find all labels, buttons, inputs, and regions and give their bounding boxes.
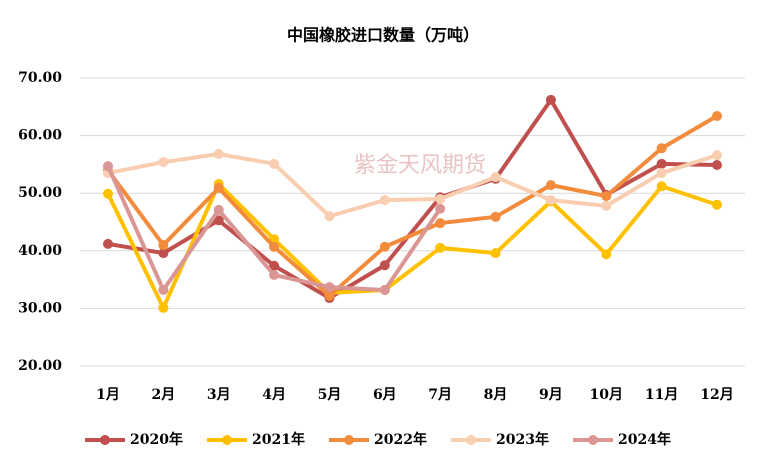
point bbox=[601, 200, 612, 211]
point bbox=[158, 284, 169, 295]
y-tick-label: 60.00 bbox=[18, 128, 62, 144]
point bbox=[213, 204, 224, 215]
watermark: 紫金天风期货 bbox=[354, 153, 486, 178]
point bbox=[103, 161, 113, 172]
point bbox=[656, 168, 667, 179]
point bbox=[379, 260, 390, 271]
legend-marker bbox=[100, 435, 110, 445]
point bbox=[158, 240, 169, 251]
point bbox=[324, 282, 335, 293]
point bbox=[213, 215, 224, 226]
y-tick-label: 50.00 bbox=[18, 185, 62, 201]
legend-label: 2022年 bbox=[374, 431, 427, 448]
legend-marker bbox=[466, 435, 476, 445]
x-tick-label: 4月 bbox=[262, 387, 286, 403]
point bbox=[601, 191, 612, 202]
y-tick-label: 30.00 bbox=[18, 300, 62, 316]
point bbox=[435, 193, 446, 204]
x-tick-label: 12月 bbox=[700, 387, 733, 403]
legend-label: 2021年 bbox=[252, 431, 305, 448]
point bbox=[269, 269, 280, 280]
point bbox=[656, 181, 667, 192]
point bbox=[103, 188, 113, 199]
x-tick-label: 9月 bbox=[539, 387, 563, 403]
point bbox=[158, 157, 169, 168]
point bbox=[324, 211, 335, 222]
series-line bbox=[106, 181, 718, 310]
x-tick-label: 6月 bbox=[373, 387, 397, 403]
x-tick-label: 10月 bbox=[590, 387, 623, 403]
x-tick-label: 3月 bbox=[207, 387, 231, 403]
point bbox=[103, 238, 113, 249]
legend-label: 2023年 bbox=[496, 431, 549, 448]
point bbox=[324, 290, 335, 301]
chart-title: 中国橡胶进口数量（万吨） bbox=[287, 26, 479, 45]
point bbox=[712, 111, 722, 122]
legend-marker bbox=[588, 435, 598, 445]
series-line bbox=[106, 114, 719, 298]
x-tick-label: 7月 bbox=[428, 387, 452, 403]
point bbox=[158, 302, 169, 313]
point bbox=[712, 199, 722, 210]
point bbox=[490, 172, 501, 183]
point bbox=[269, 158, 280, 169]
point bbox=[435, 218, 446, 229]
point bbox=[712, 159, 722, 170]
point bbox=[545, 195, 556, 206]
legend-label: 2024年 bbox=[618, 431, 671, 448]
series-line bbox=[107, 152, 718, 219]
legend-label: 2020年 bbox=[130, 431, 183, 448]
y-tick-label: 20.00 bbox=[18, 358, 62, 374]
point bbox=[712, 150, 722, 161]
y-tick-label: 40.00 bbox=[18, 243, 62, 259]
point bbox=[213, 149, 224, 160]
point bbox=[158, 248, 169, 259]
legend-marker bbox=[344, 435, 354, 445]
point bbox=[435, 203, 446, 214]
point bbox=[213, 183, 224, 194]
point bbox=[269, 260, 280, 271]
point bbox=[490, 211, 501, 222]
x-tick-label: 11月 bbox=[645, 387, 678, 403]
point bbox=[490, 248, 501, 259]
legend-marker bbox=[222, 435, 232, 445]
point bbox=[601, 249, 612, 260]
point bbox=[545, 180, 556, 191]
x-tick-label: 5月 bbox=[318, 387, 342, 403]
point bbox=[379, 195, 390, 206]
point bbox=[379, 241, 390, 252]
point bbox=[656, 158, 667, 169]
point bbox=[379, 284, 390, 295]
x-tick-label: 8月 bbox=[484, 387, 508, 403]
point bbox=[269, 241, 280, 252]
point bbox=[435, 242, 446, 253]
y-tick-label: 70.00 bbox=[18, 70, 62, 86]
x-tick-label: 2月 bbox=[151, 387, 175, 403]
x-tick-label: 1月 bbox=[96, 387, 120, 403]
point bbox=[656, 143, 667, 154]
point bbox=[545, 94, 556, 105]
